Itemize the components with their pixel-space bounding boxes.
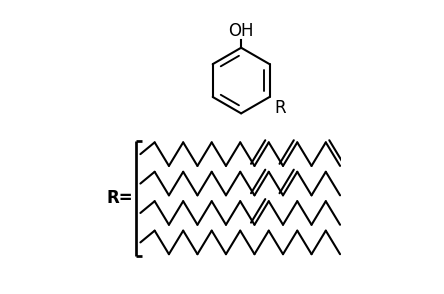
Text: R=: R= <box>107 189 133 207</box>
Text: OH: OH <box>228 21 254 40</box>
Text: R: R <box>274 99 286 117</box>
